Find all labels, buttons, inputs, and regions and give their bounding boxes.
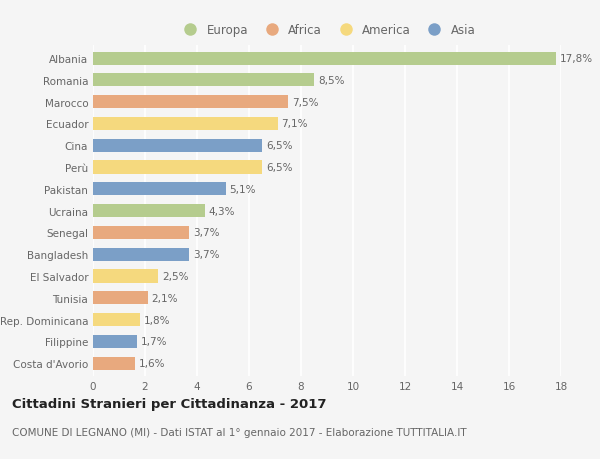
Text: 6,5%: 6,5% — [266, 162, 292, 173]
Text: 2,1%: 2,1% — [151, 293, 178, 303]
Text: 7,1%: 7,1% — [281, 119, 308, 129]
Bar — [93, 96, 288, 109]
Bar — [93, 118, 278, 131]
Text: Cittadini Stranieri per Cittadinanza - 2017: Cittadini Stranieri per Cittadinanza - 2… — [12, 397, 326, 410]
Bar — [93, 313, 140, 326]
Text: 3,7%: 3,7% — [193, 228, 220, 238]
Text: 1,8%: 1,8% — [144, 315, 170, 325]
Text: 4,3%: 4,3% — [209, 206, 235, 216]
Text: 17,8%: 17,8% — [560, 54, 593, 64]
Bar — [93, 270, 158, 283]
Text: 8,5%: 8,5% — [318, 76, 344, 86]
Text: COMUNE DI LEGNANO (MI) - Dati ISTAT al 1° gennaio 2017 - Elaborazione TUTTITALIA: COMUNE DI LEGNANO (MI) - Dati ISTAT al 1… — [12, 427, 467, 437]
Text: 1,6%: 1,6% — [139, 358, 165, 368]
Bar — [93, 357, 134, 370]
Bar — [93, 74, 314, 87]
Bar — [93, 183, 226, 196]
Bar — [93, 248, 189, 261]
Bar — [93, 161, 262, 174]
Bar — [93, 335, 137, 348]
Text: 2,5%: 2,5% — [162, 271, 188, 281]
Text: 7,5%: 7,5% — [292, 97, 319, 107]
Text: 1,7%: 1,7% — [141, 336, 167, 347]
Text: 6,5%: 6,5% — [266, 141, 292, 151]
Bar — [93, 205, 205, 218]
Bar — [93, 140, 262, 152]
Bar — [93, 226, 189, 240]
Bar — [93, 291, 148, 305]
Bar — [93, 52, 556, 66]
Text: 5,1%: 5,1% — [229, 185, 256, 195]
Text: 3,7%: 3,7% — [193, 250, 220, 260]
Legend: Europa, Africa, America, Asia: Europa, Africa, America, Asia — [178, 24, 476, 37]
